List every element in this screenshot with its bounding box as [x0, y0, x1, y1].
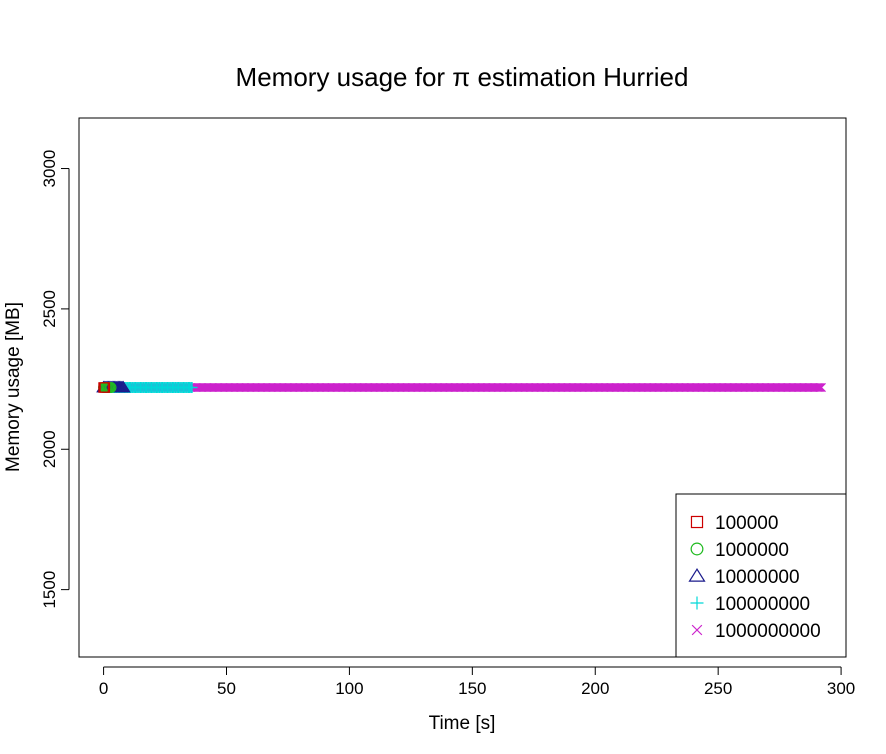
x-axis: 0 50 100 150 200 250 300 — [99, 666, 855, 698]
y-tick-label: 2500 — [40, 290, 59, 328]
series-100000 — [98, 382, 111, 393]
legend: 100000 1000000 10000000 100000000 1000000000 — [675, 493, 847, 658]
legend-symbol — [691, 624, 703, 636]
x-axis-label: Time [s] — [429, 713, 496, 734]
plot-frame — [78, 117, 847, 658]
chart-title: Memory usage for π estimation Hurried — [236, 62, 689, 92]
legend-label: 1000000 — [715, 540, 789, 561]
legend-label: 1000000000 — [715, 621, 821, 642]
x-tick-label: 200 — [581, 679, 609, 698]
data-point — [813, 382, 823, 393]
data-point — [115, 380, 131, 393]
x-tick-label: 100 — [335, 679, 363, 698]
y-tick-label: 1500 — [40, 571, 59, 609]
legend-label: 10000000 — [715, 567, 800, 588]
legend-label: 100000000 — [715, 594, 810, 615]
y-tick-label: 2000 — [40, 430, 59, 468]
data-point — [186, 382, 198, 393]
legend-symbol — [690, 515, 704, 529]
y-axis-label: Memory usage [MB] — [3, 302, 24, 472]
data-point — [99, 382, 111, 393]
legend-symbol — [690, 596, 704, 610]
data-point — [816, 382, 826, 393]
data-point — [815, 382, 825, 393]
x-tick-label: 0 — [99, 679, 108, 698]
legend-label: 100000 — [715, 513, 778, 534]
data-point — [814, 382, 824, 393]
x-tick-label: 250 — [704, 679, 732, 698]
x-tick-label: 50 — [217, 679, 236, 698]
y-axis: 1500 2000 2500 3000 — [40, 150, 70, 609]
x-tick-label: 150 — [458, 679, 486, 698]
legend-symbol — [688, 568, 706, 582]
series-1000000000 — [99, 382, 826, 393]
data-point — [105, 381, 117, 394]
legend-box — [675, 493, 847, 658]
legend-symbol — [690, 542, 704, 556]
y-tick-label: 3000 — [40, 150, 59, 188]
data-points — [96, 380, 826, 394]
x-tick-label: 300 — [827, 679, 855, 698]
